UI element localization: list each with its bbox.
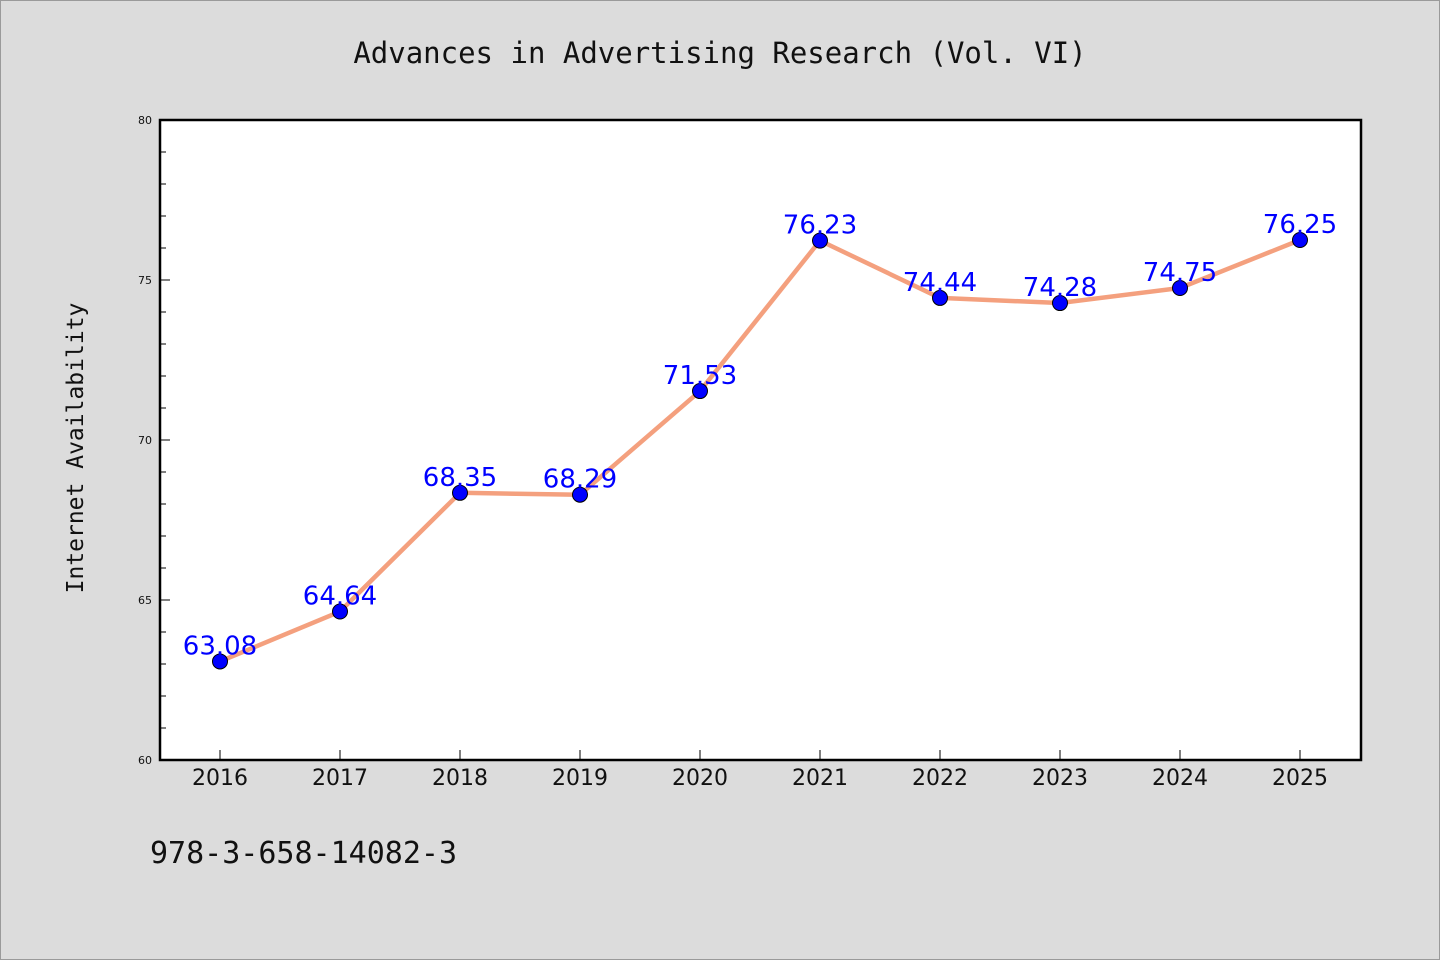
y-tick-label: 70 bbox=[138, 434, 152, 447]
data-label: 68.35 bbox=[423, 463, 497, 493]
y-axis: 60 65 70 75 80 bbox=[138, 114, 170, 767]
data-point bbox=[932, 289, 948, 306]
data-label: 76.23 bbox=[783, 211, 857, 241]
data-label: 76.25 bbox=[1263, 210, 1337, 240]
data-point bbox=[1052, 295, 1068, 312]
isbn-text: 978-3-658-14082-3 bbox=[150, 836, 458, 871]
x-tick-label: 2023 bbox=[1032, 766, 1088, 791]
y-tick-label: 80 bbox=[138, 114, 152, 127]
y-tick-label: 65 bbox=[138, 594, 152, 607]
data-point bbox=[1172, 280, 1188, 296]
data-point bbox=[212, 653, 228, 670]
data-label: 74.75 bbox=[1143, 258, 1217, 288]
x-tick-label: 2016 bbox=[192, 766, 248, 791]
data-label: 63.08 bbox=[183, 631, 257, 661]
data-label: 68.29 bbox=[543, 465, 617, 495]
data-point bbox=[572, 486, 588, 503]
y-tick-label: 75 bbox=[138, 274, 152, 287]
series-layer bbox=[212, 232, 1308, 670]
data-point bbox=[1292, 232, 1308, 248]
data-label: 74.44 bbox=[903, 268, 977, 298]
x-axis: 2016 2017 2018 2019 2020 2021 2022 2023 2024 2025 bbox=[192, 750, 1328, 791]
x-tick-label: 2025 bbox=[1272, 766, 1328, 791]
x-tick-label: 2017 bbox=[312, 766, 368, 791]
plot-area bbox=[158, 118, 1363, 762]
data-labels: 63.08 64.64 68.35 68.29 71.53 76.23 74.44 74.28… bbox=[183, 210, 1337, 661]
data-point bbox=[692, 383, 708, 400]
data-point bbox=[332, 603, 348, 620]
x-tick-label: 2019 bbox=[552, 766, 608, 791]
data-label: 74.28 bbox=[1023, 273, 1097, 303]
y-tick-label: 60 bbox=[138, 754, 152, 767]
x-tick-label: 2024 bbox=[1152, 766, 1208, 791]
data-label: 64.64 bbox=[303, 582, 377, 612]
x-tick-label: 2021 bbox=[792, 766, 848, 791]
x-tick-label: 2020 bbox=[672, 766, 728, 791]
x-tick-label: 2022 bbox=[912, 766, 968, 791]
data-point bbox=[812, 232, 828, 249]
data-point bbox=[452, 484, 468, 501]
data-label: 71.53 bbox=[663, 361, 737, 391]
series-line bbox=[217, 237, 1303, 664]
x-tick-label: 2018 bbox=[432, 766, 488, 791]
chart-title: Advances in Advertising Research (Vol. V… bbox=[353, 36, 1087, 70]
